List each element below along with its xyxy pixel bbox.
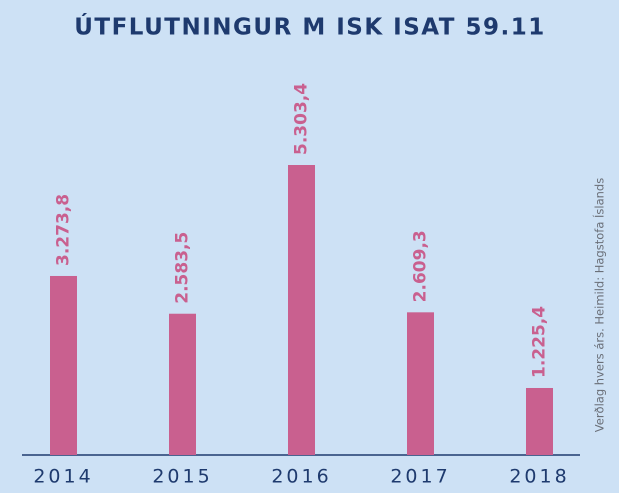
bar: [50, 275, 77, 455]
value-label: 1.225,4: [530, 306, 550, 378]
value-label: 3.273,8: [54, 194, 74, 266]
source-note: Verðlag hvers árs. Heimild: Hagstofa Ísl…: [592, 178, 607, 432]
bar: [169, 313, 196, 455]
x-tick-label: 2018: [509, 466, 569, 488]
bar: [407, 312, 434, 455]
bar: [288, 165, 315, 455]
value-label: 2.583,5: [173, 232, 193, 304]
x-tick-label: 2014: [33, 466, 93, 488]
x-tick-label: 2016: [271, 466, 331, 488]
chart-title: ÚTFLUTNINGUR M ISK ISAT 59.11: [74, 13, 546, 41]
x-tick-label: 2015: [152, 466, 212, 488]
bar: [526, 387, 553, 455]
x-tick-label: 2017: [390, 466, 450, 488]
value-label: 5.303,4: [292, 83, 312, 155]
value-label: 2.609,3: [411, 230, 431, 302]
